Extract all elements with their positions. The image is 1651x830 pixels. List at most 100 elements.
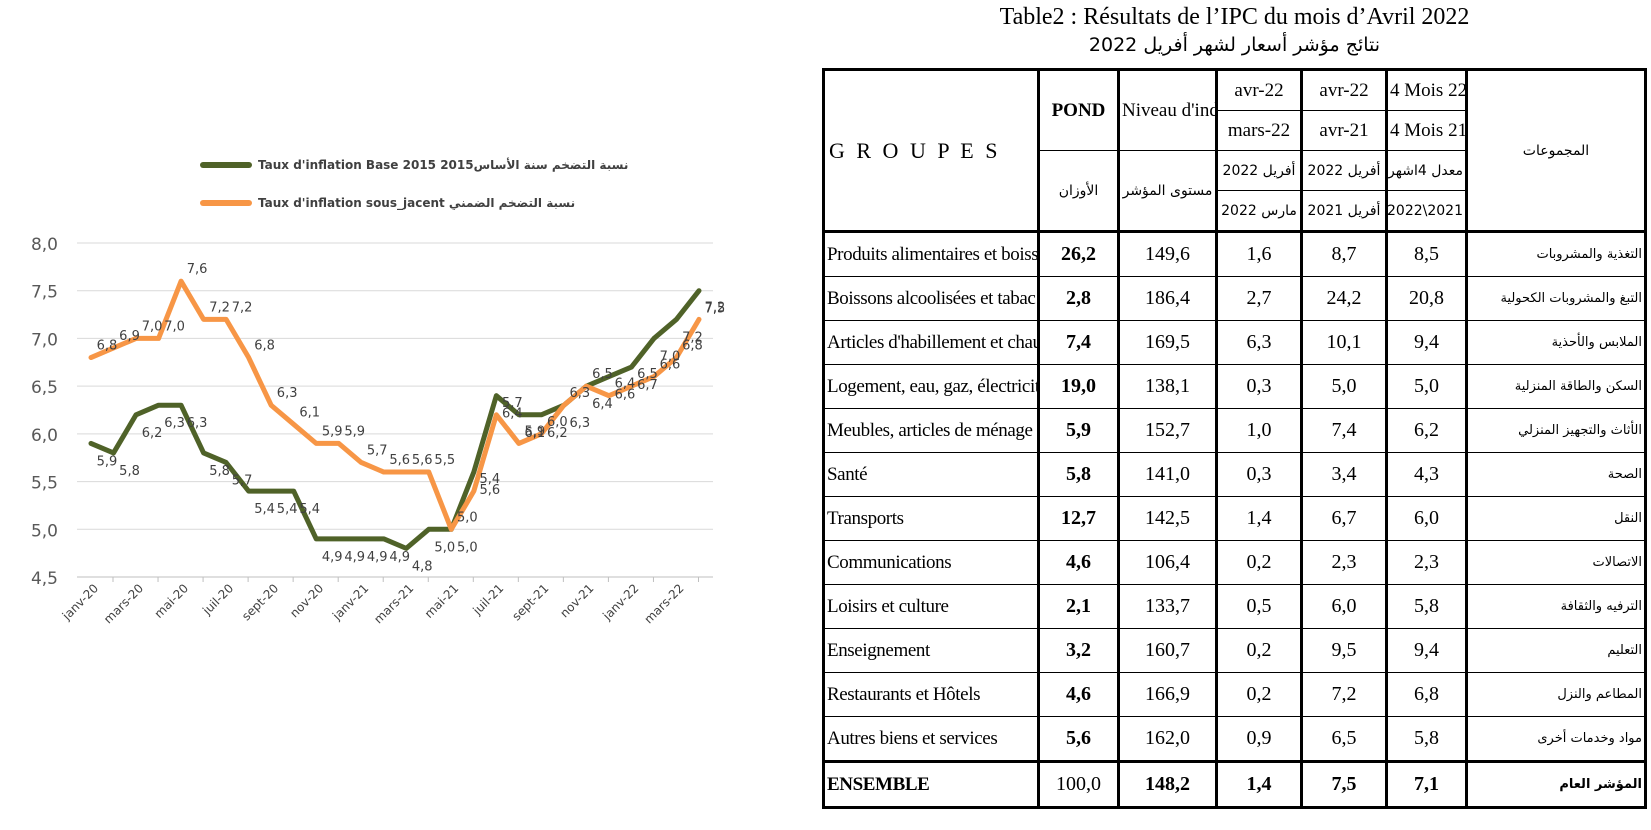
y-tick-label: 5,5 xyxy=(31,474,58,494)
data-label: 6,3 xyxy=(164,416,185,431)
data-label: 6,6 xyxy=(660,358,681,373)
data-label: 6,8 xyxy=(682,339,703,354)
x-tick-label: mars-20 xyxy=(101,581,146,626)
cell-ar: النقل xyxy=(1465,496,1646,541)
x-tick-label: mai-21 xyxy=(422,581,462,621)
series-line-sous-jacent xyxy=(88,278,702,532)
cell-niveau: 133,7 xyxy=(1117,584,1217,629)
cell-pond: 4,6 xyxy=(1037,540,1119,585)
header-col1-top: avr-22 xyxy=(1215,69,1302,111)
data-label: 6,3 xyxy=(277,386,298,401)
cell-m: 6,3 xyxy=(1215,320,1302,365)
cell-m: 0,2 xyxy=(1215,672,1302,717)
cell-ar: الملابس والأحذية xyxy=(1465,320,1646,365)
cell-a: 7,5 xyxy=(1300,760,1387,808)
x-tick-label: janv-22 xyxy=(599,581,641,623)
cell-niveau: 160,7 xyxy=(1117,628,1217,673)
cell-m: 0,2 xyxy=(1215,628,1302,673)
table-row: Meubles, articles de ménage 5,9 152,7 1,0 7,… xyxy=(823,408,1646,453)
data-label: 6,4 xyxy=(592,397,613,412)
data-label: 6,7 xyxy=(637,378,658,393)
header-col3-ar1: معدل 4اشهر xyxy=(1385,150,1467,191)
cell-a: 6,0 xyxy=(1300,584,1387,629)
table-row: Restaurants et Hôtels 4,6 166,9 0,2 7,2 6,8 ال… xyxy=(823,672,1646,717)
data-label: 5,4 xyxy=(479,472,500,487)
x-tick-label: mars-22 xyxy=(641,581,686,626)
cell-ar: الصحة xyxy=(1465,452,1646,497)
cell-fr: Boissons alcoolisées et tabac xyxy=(823,276,1039,321)
x-tick-label: mars-21 xyxy=(371,581,416,626)
cell-pond: 3,2 xyxy=(1037,628,1119,673)
data-label: 4,8 xyxy=(412,559,433,574)
data-label: 5,8 xyxy=(119,464,140,479)
legend-swatch-sous-jacent xyxy=(200,200,252,206)
cell-pond: 5,9 xyxy=(1037,408,1119,453)
data-label: 5,9 xyxy=(344,424,365,439)
cell-ar: التغذية والمشروبات xyxy=(1465,231,1646,277)
data-label: 7,5 xyxy=(705,302,726,317)
header-col3-top: 4 Mois 22 xyxy=(1385,69,1467,111)
cell-ar: الأثاث والتجهيز المنزلي xyxy=(1465,408,1646,453)
cell-q: 20,8 xyxy=(1385,276,1467,321)
cell-fr: Articles d'habillement et chaussures xyxy=(823,320,1039,365)
data-label: 7,0 xyxy=(164,319,185,334)
table-row: Transports 12,7 142,5 1,4 6,7 6,0 النقل xyxy=(823,496,1646,541)
table-title: Table2 : Résultats de l’IPC du mois d’Av… xyxy=(999,4,1470,30)
x-tick-label: juil-21 xyxy=(470,581,507,618)
cell-ar: التعليم xyxy=(1465,628,1646,673)
cell-pond: 26,2 xyxy=(1037,231,1119,277)
x-tick-label: sept-21 xyxy=(509,581,551,623)
cell-a: 2,3 xyxy=(1300,540,1387,585)
x-tick-label: janv-21 xyxy=(329,581,371,623)
cell-m: 2,7 xyxy=(1215,276,1302,321)
data-label: 5,6 xyxy=(479,483,500,498)
cell-q: 6,0 xyxy=(1385,496,1467,541)
header-col3-ar2: 2021\2022 xyxy=(1385,190,1467,232)
data-label: 5,4 xyxy=(277,502,298,517)
data-label: 5,0 xyxy=(434,540,455,555)
cell-pond: 5,8 xyxy=(1037,452,1119,497)
cell-niveau: 148,2 xyxy=(1117,760,1217,808)
ipc-table: G R O U P E S POND Niveau d'indice avr-2… xyxy=(822,68,1647,809)
cell-m: 0,3 xyxy=(1215,364,1302,409)
cell-niveau: 169,5 xyxy=(1117,320,1217,365)
cell-niveau: 106,4 xyxy=(1117,540,1217,585)
cell-pond: 12,7 xyxy=(1037,496,1119,541)
cell-q: 5,0 xyxy=(1385,364,1467,409)
table-row: Enseignement 3,2 160,7 0,2 9,5 9,4 التعليم xyxy=(823,628,1646,673)
data-label: 5,0 xyxy=(457,540,478,555)
cell-a: 24,2 xyxy=(1300,276,1387,321)
data-label: 4,9 xyxy=(389,550,410,565)
legend-item-base-2015: Taux d'inflation Base 2015 2015نسبة التض… xyxy=(200,158,628,172)
table-row: Articles d'habillement et chaussures7,41… xyxy=(823,320,1646,365)
header-col1-mid: mars-22 xyxy=(1215,110,1302,151)
header-pond-ar: الأوزان xyxy=(1037,150,1119,232)
cell-q: 2,3 xyxy=(1385,540,1467,585)
y-tick-label: 7,0 xyxy=(31,330,58,350)
cell-fr: Restaurants et Hôtels xyxy=(823,672,1039,717)
data-label: 5,7 xyxy=(232,473,253,488)
cell-fr: Santé xyxy=(823,452,1039,497)
cell-m: 1,4 xyxy=(1215,760,1302,808)
table-row: Autres biens et services 5,6 162,0 0,9 6,5 5,… xyxy=(823,716,1646,762)
data-label: 5,7 xyxy=(502,396,523,411)
cell-ar: المطاعم والنزل xyxy=(1465,672,1646,717)
y-tick-label: 6,0 xyxy=(31,426,58,446)
data-label: 6,2 xyxy=(142,426,163,441)
header-col2-mid: avr-21 xyxy=(1300,110,1387,151)
data-label: 5,8 xyxy=(209,464,230,479)
y-tick-label: 4,5 xyxy=(31,569,58,589)
data-label: 5,6 xyxy=(389,453,410,468)
cell-a: 6,7 xyxy=(1300,496,1387,541)
x-tick-label: mai-20 xyxy=(152,581,192,621)
data-label: 5,9 xyxy=(525,424,546,439)
header-col1-ar1: أفريل 2022 xyxy=(1215,150,1302,191)
cell-pond: 19,0 xyxy=(1037,364,1119,409)
cell-m: 1,6 xyxy=(1215,231,1302,277)
cell-pond: 100,0 xyxy=(1037,760,1119,808)
cell-m: 0,2 xyxy=(1215,540,1302,585)
table-row: Logement, eau, gaz, électricité 19,0 138,1… xyxy=(823,364,1646,409)
y-tick-label: 8,0 xyxy=(31,235,58,255)
cell-a: 7,4 xyxy=(1300,408,1387,453)
